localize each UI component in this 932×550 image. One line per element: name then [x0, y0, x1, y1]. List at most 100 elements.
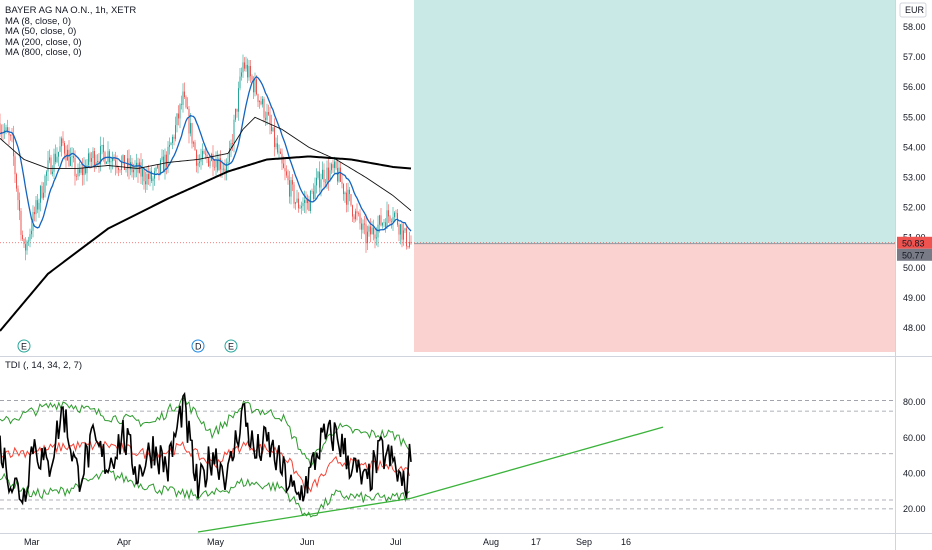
candle-body — [70, 156, 71, 166]
candle-body — [5, 127, 7, 131]
candle-body — [121, 161, 122, 170]
candle-body — [11, 135, 13, 136]
time-axis[interactable]: Mar Apr May Jun Jul Aug 17 Sep 16 — [0, 533, 932, 548]
candle-body — [250, 65, 251, 77]
candle-body — [205, 153, 206, 155]
candle-body — [286, 171, 287, 176]
candle-body — [79, 169, 80, 173]
candle-body — [353, 216, 355, 220]
candle-body — [233, 119, 235, 144]
candle-body — [197, 163, 199, 166]
candle-body — [152, 178, 154, 181]
candle-body — [320, 179, 322, 188]
tdi-pane[interactable]: 80.00 60.00 40.00 20.00 — [0, 391, 926, 533]
ma200-legend[interactable]: MA (200, close, 0) — [5, 36, 82, 48]
candle-body — [265, 117, 266, 120]
candle-body — [398, 224, 400, 235]
candle-body — [145, 181, 146, 185]
candle-body — [146, 174, 148, 185]
candle-body — [31, 230, 32, 235]
candle-body — [260, 101, 262, 105]
price-tick-label: 52.00 — [903, 203, 926, 213]
candle-body — [401, 224, 403, 240]
candle-body — [29, 234, 31, 241]
candle-body — [214, 166, 215, 168]
candle-body — [359, 213, 361, 224]
candle-body — [277, 143, 278, 153]
candle-body — [37, 200, 38, 210]
ma50-legend[interactable]: MA (50, close, 0) — [5, 26, 77, 37]
candle-body — [395, 212, 397, 214]
candle-body — [25, 244, 26, 251]
tdi-lower-band — [0, 469, 410, 518]
ma800-legend[interactable]: MA (800, close, 0) — [5, 47, 82, 58]
candle-body — [161, 156, 163, 161]
time-tick-label: Aug — [483, 537, 499, 547]
candle-body — [206, 154, 208, 158]
candle-body — [196, 150, 197, 166]
candle-body — [112, 158, 113, 162]
candle-body — [326, 167, 328, 183]
candle-body — [335, 161, 337, 169]
candle-body — [371, 227, 373, 235]
candle-body — [20, 210, 22, 235]
candle-body — [34, 211, 35, 215]
candle-body — [269, 114, 271, 125]
candle-body — [92, 151, 94, 159]
candle-body — [76, 176, 77, 177]
candle-body — [100, 146, 101, 165]
candle-body — [28, 240, 29, 242]
candle-body — [149, 170, 151, 180]
candle-body — [307, 198, 308, 204]
candle-body — [227, 161, 229, 164]
candle-body — [361, 223, 362, 230]
candle-body — [154, 171, 155, 179]
candle-body — [215, 160, 217, 168]
candle-body — [400, 224, 401, 235]
candle-body — [263, 98, 265, 118]
candle-body — [323, 169, 325, 183]
candle-body — [86, 164, 88, 174]
candle-body — [91, 158, 92, 162]
candle-body — [235, 108, 236, 120]
price-tick-label: 56.00 — [903, 82, 926, 92]
candle-body — [122, 155, 124, 162]
candle-body — [236, 108, 238, 112]
price-tick-label: 58.00 — [903, 22, 926, 32]
candle-body — [203, 150, 205, 154]
candle-body — [115, 160, 116, 166]
price-tick-label: 53.00 — [903, 173, 926, 183]
candle-body — [133, 169, 134, 173]
candle-body — [317, 171, 319, 178]
candle-body — [167, 146, 169, 167]
candle-body — [191, 123, 193, 144]
candle-body — [253, 79, 254, 93]
candle-body — [344, 192, 346, 195]
candle-body — [10, 135, 11, 136]
candle-body — [44, 175, 46, 193]
candle-body — [202, 150, 203, 159]
candle-body — [107, 151, 109, 162]
candle-body — [403, 230, 404, 240]
candle-body — [373, 227, 374, 235]
time-tick-label: Jul — [390, 537, 402, 547]
candle-body — [365, 224, 367, 244]
candle-body — [334, 161, 335, 168]
price-tick-label: 48.00 — [903, 323, 926, 333]
candle-body — [41, 186, 43, 198]
candle-body — [256, 79, 257, 95]
tdi-legend[interactable]: TDI (, 14, 34, 2, 7) — [5, 360, 83, 371]
candle-body — [337, 168, 338, 182]
candle-body — [95, 162, 97, 167]
candle-body — [80, 168, 82, 173]
candle-body — [410, 241, 412, 244]
candle-body — [266, 111, 268, 120]
candle-body — [148, 174, 149, 180]
candle-body — [379, 215, 380, 225]
time-tick-label: 17 — [531, 537, 541, 547]
ma8-legend[interactable]: MA (8, close, 0) — [5, 15, 71, 27]
candle-body — [340, 167, 341, 182]
candle-body — [19, 200, 20, 211]
